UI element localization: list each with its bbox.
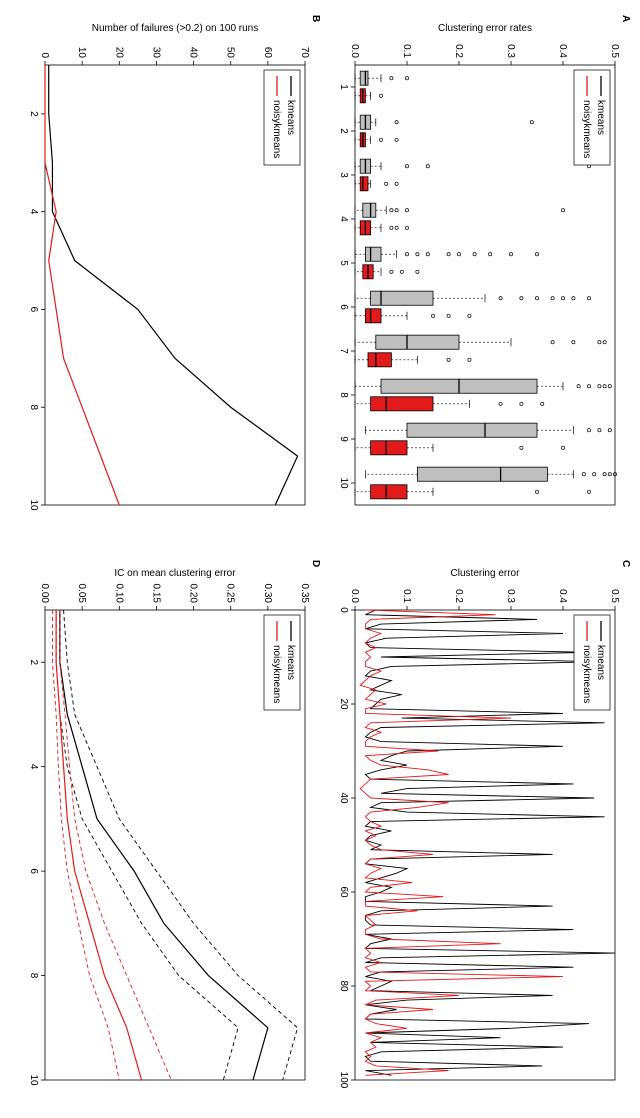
svg-text:kmeans: kmeans [285,100,296,135]
svg-text:Clustering error: Clustering error [451,568,521,579]
figure-root: A B C D 1 2 3 4 5 6 7 8 9 10 0.0 0.1 0.2 0.3 0.4 0.5 Cluster… [0,0,640,1118]
svg-text:0.3: 0.3 [505,589,516,603]
svg-text:0: 0 [338,607,349,613]
svg-text:0.35: 0.35 [299,584,310,604]
svg-text:noisykmeans: noisykmeans [271,100,282,158]
svg-text:0.5: 0.5 [609,589,620,603]
svg-text:0.00: 0.00 [39,584,50,604]
svg-text:0.20: 0.20 [188,584,199,604]
svg-text:40: 40 [338,792,349,804]
svg-text:0.4: 0.4 [557,589,568,603]
svg-text:0.4: 0.4 [557,44,568,58]
panel-title-A: A [620,15,631,22]
svg-text:6: 6 [338,304,349,310]
svg-text:Clustering error rates: Clustering error rates [438,23,532,34]
svg-text:70: 70 [299,47,310,59]
svg-text:Number of failures (>0.2) on 1: Number of failures (>0.2) on 100 runs [92,23,258,34]
svg-text:10: 10 [76,47,87,59]
svg-text:0.2: 0.2 [453,589,464,603]
svg-text:2: 2 [28,111,39,117]
svg-text:30: 30 [150,47,161,59]
svg-text:0.25: 0.25 [225,584,236,604]
svg-text:8: 8 [28,404,39,410]
svg-text:9: 9 [338,436,349,442]
panel-title-B: B [310,15,321,22]
svg-text:0.30: 0.30 [262,584,273,604]
svg-text:0.1: 0.1 [401,44,412,58]
svg-text:2: 2 [28,659,39,665]
svg-text:6: 6 [28,868,39,874]
svg-text:2: 2 [338,128,349,134]
svg-text:IC on mean clustering error: IC on mean clustering error [114,568,236,579]
svg-text:0.1: 0.1 [401,589,412,603]
svg-text:1: 1 [338,84,349,90]
svg-text:10: 10 [28,499,39,511]
svg-text:100: 100 [338,1072,349,1089]
svg-text:0: 0 [39,52,50,58]
svg-text:0.3: 0.3 [505,44,516,58]
svg-text:6: 6 [28,307,39,313]
svg-text:60: 60 [262,47,273,59]
svg-text:5: 5 [338,260,349,266]
svg-text:noisykmeans: noisykmeans [581,100,592,158]
svg-text:0.2: 0.2 [453,44,464,58]
svg-text:80: 80 [338,980,349,992]
svg-text:20: 20 [113,47,124,59]
svg-text:0.15: 0.15 [150,584,161,604]
svg-text:40: 40 [188,47,199,59]
svg-text:noisykmeans: noisykmeans [581,645,592,703]
panel-title-C: C [620,560,631,567]
svg-text:20: 20 [338,698,349,710]
svg-text:4: 4 [28,209,39,215]
svg-text:4: 4 [338,216,349,222]
svg-text:0.05: 0.05 [76,584,87,604]
svg-text:10: 10 [338,477,349,489]
svg-text:kmeans: kmeans [595,645,606,680]
svg-text:60: 60 [338,886,349,898]
svg-text:3: 3 [338,172,349,178]
svg-text:10: 10 [28,1074,39,1086]
panel-title-D: D [310,560,321,567]
svg-text:7: 7 [338,348,349,354]
svg-text:0.0: 0.0 [349,44,360,58]
svg-text:8: 8 [28,973,39,979]
svg-text:4: 4 [28,764,39,770]
svg-text:kmeans: kmeans [595,100,606,135]
svg-text:50: 50 [225,47,236,59]
svg-text:0.5: 0.5 [609,44,620,58]
svg-text:0.0: 0.0 [349,589,360,603]
svg-text:8: 8 [338,392,349,398]
svg-text:0.10: 0.10 [113,584,124,604]
svg-text:kmeans: kmeans [285,645,296,680]
svg-text:noisykmeans: noisykmeans [271,645,282,703]
